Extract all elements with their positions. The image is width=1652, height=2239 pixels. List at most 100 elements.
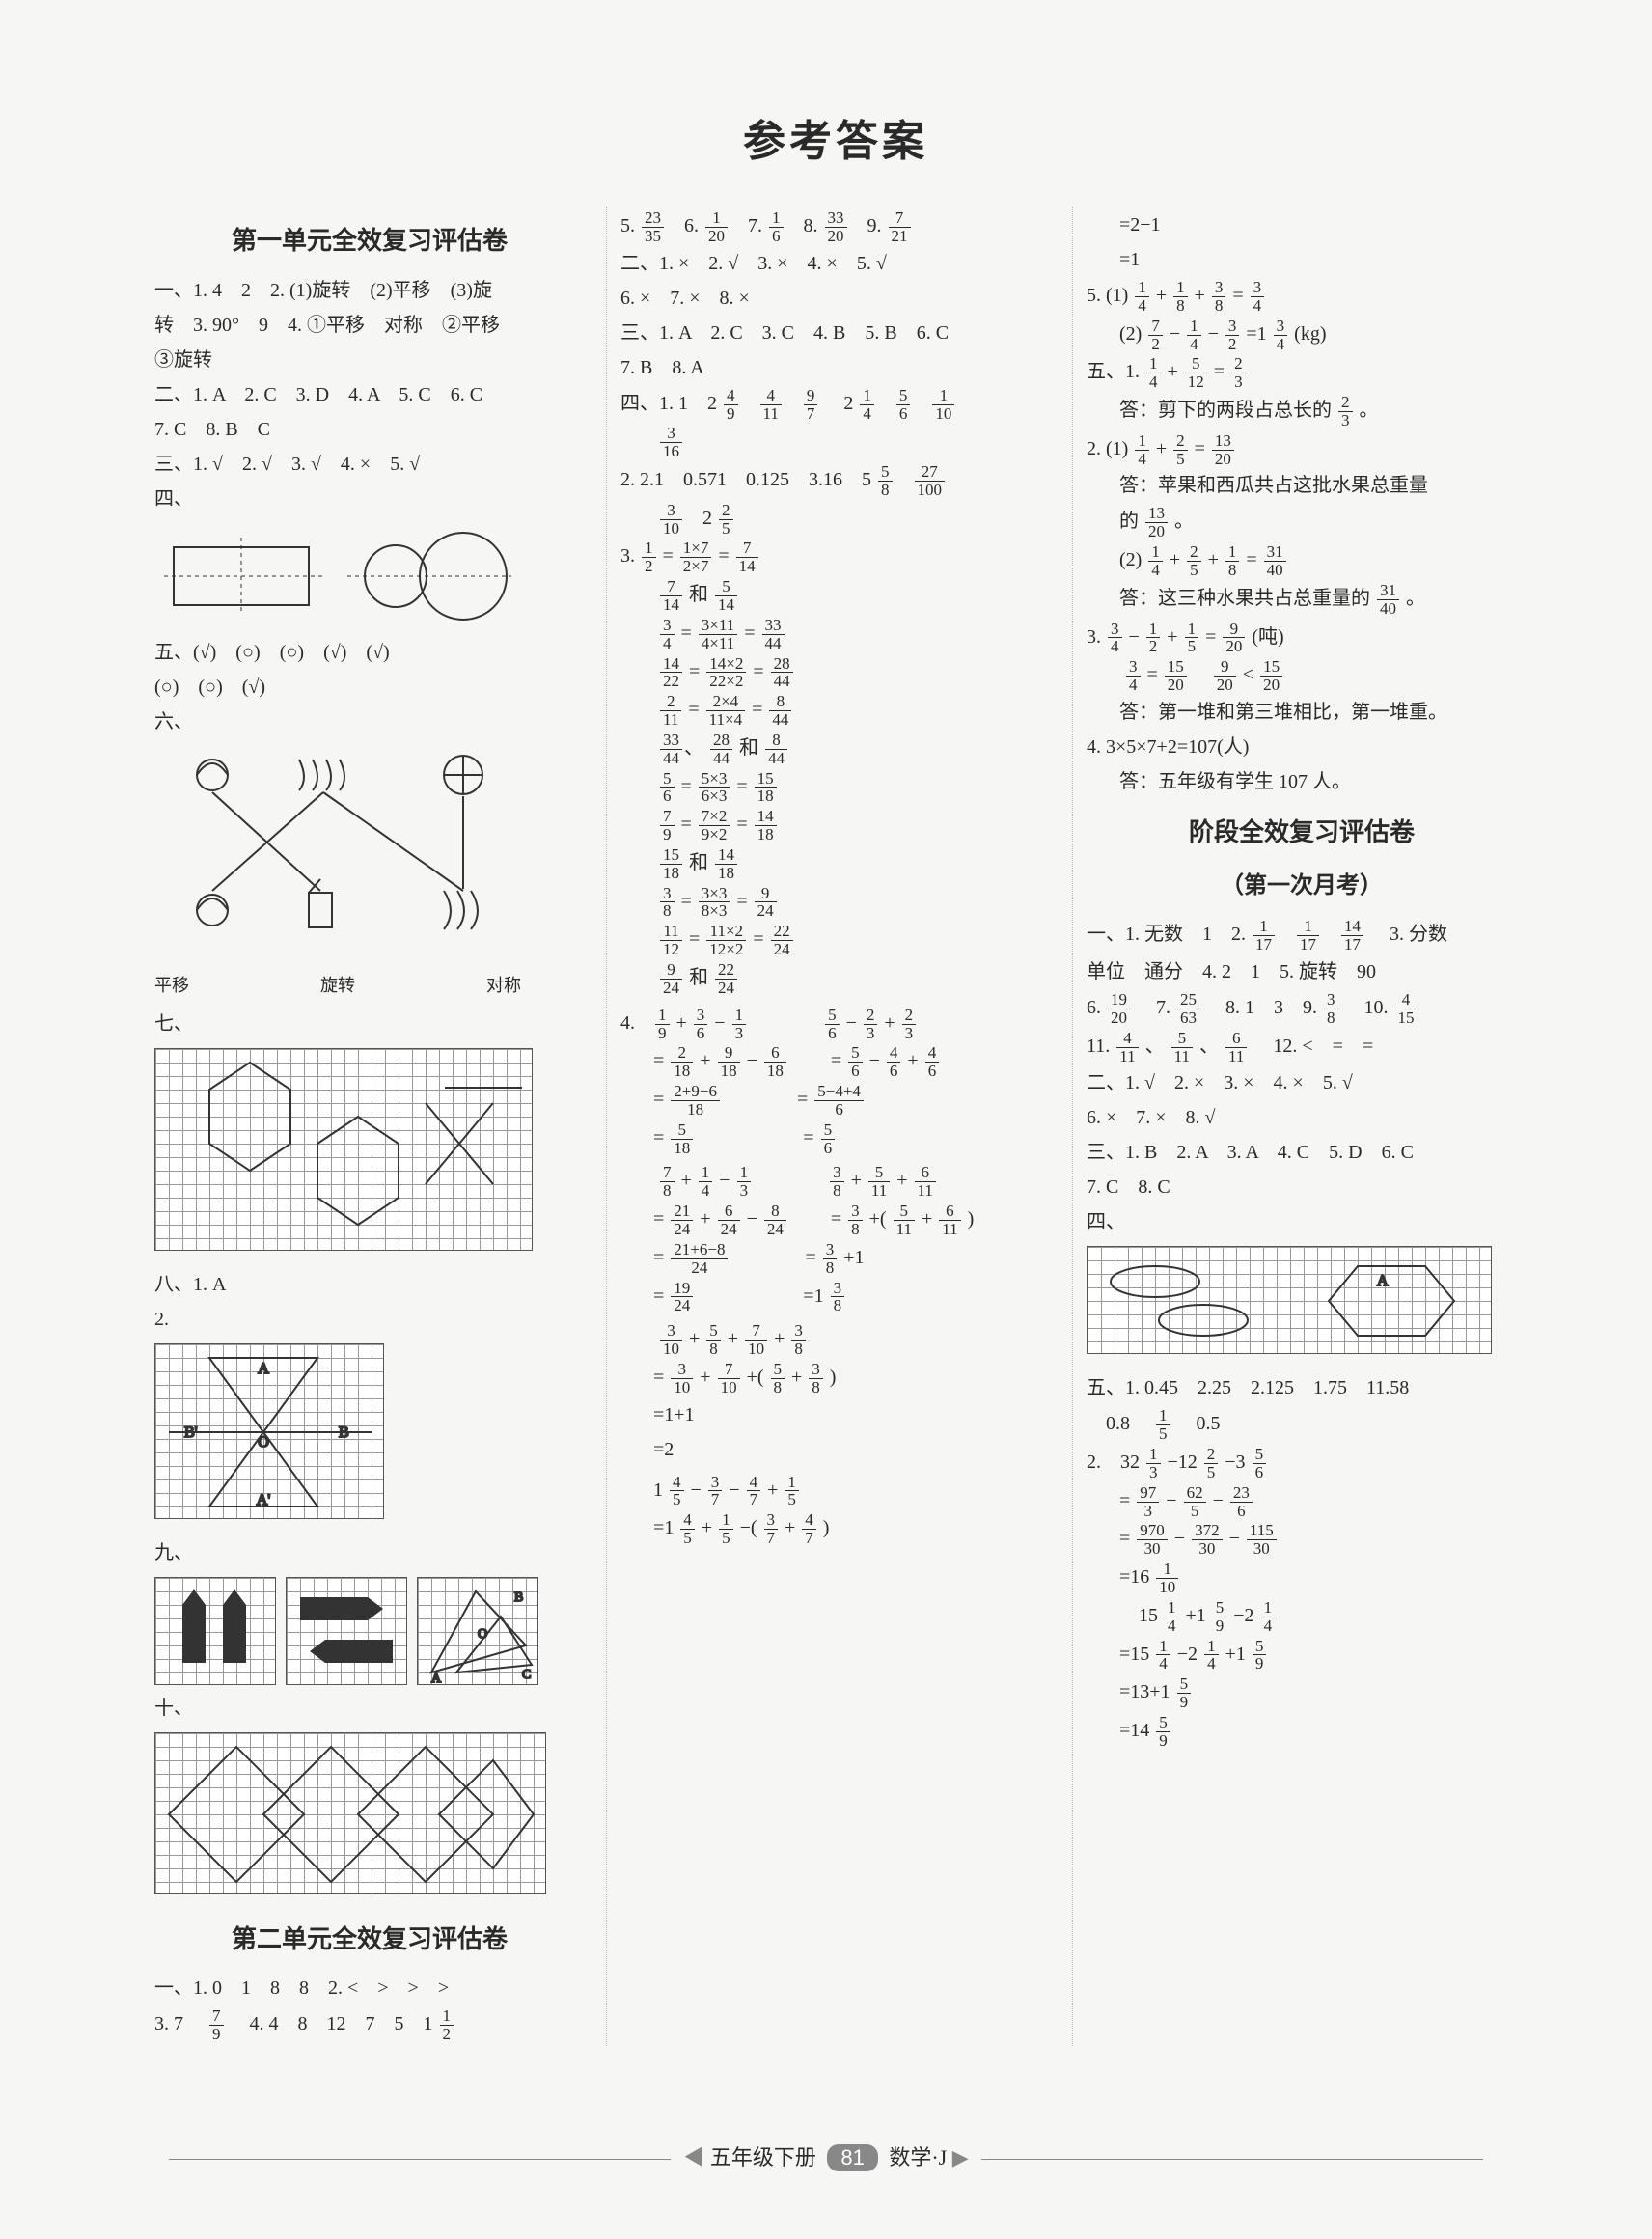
s2-l1: 一、1. 0 1 8 8 2. < > > > [154,1973,585,2004]
c2-p4k: =1+1 [620,1399,1051,1431]
c3-m15: =15 14 −2 14 +1 59 [1087,1638,1517,1673]
c2-p4: 4. 19 + 36 − 13 56 − 23 + 23 [620,1007,1051,1042]
c3-l11: 3. 34 − 12 + 15 = 920 (吨) [1087,621,1517,656]
c2-p4f: = 2124 + 624 − 824 = 38 +( 511 + 611 ) [620,1202,1051,1238]
c3-l9: (2) 14 + 25 + 18 = 3140 [1087,543,1517,579]
c3-m10: 五、1. 0.45 2.25 2.125 1.75 11.58 [1087,1372,1517,1404]
c2-p4j: = 310 + 710 +( 58 + 38 ) [620,1361,1051,1396]
svg-text:O: O [258,1434,269,1451]
c1-l6: 三、1. √ 2. √ 3. √ 4. × 5. √ [154,449,585,481]
c2-l8h: 79 = 7×29×2 = 1418 [620,808,1051,843]
c1-l4: 二、1. A 2. C 3. D 4. A 5. C 6. C [154,379,585,411]
c3-l3: 5. (1) 14 + 18 + 38 = 34 [1087,279,1517,315]
c2-p4m: 1 45 − 37 − 47 + 15 [620,1474,1051,1509]
c1-l5: 7. C 8. B C [154,414,585,446]
c3-l1: =2−1 [1087,209,1517,241]
c2-p4g: = 21+6−824 = 38 +1 [620,1241,1051,1277]
c2-p4h: = 1924 =1 38 [620,1280,1051,1315]
c3-m12b: = 973 − 625 − 236 [1087,1484,1517,1520]
diagram-six: 平移 旋转 对称 [154,746,585,1001]
c2-p4n: =1 45 + 15 −( 37 + 47 ) [620,1511,1051,1547]
c1-l1: 一、1. 4 2 2. (1)旋转 (2)平移 (3)旋 [154,275,585,307]
c2-l8e: 211 = 2×411×4 = 844 [620,693,1051,729]
svg-text:B: B [514,1590,523,1605]
lbl-translate: 平移 [154,972,189,1001]
c3-l8b: 的 1320 。 [1087,505,1517,540]
c2-p4c: = 2+9−618 = 5−4+46 [620,1083,1051,1119]
c3-m17: =14 59 [1087,1714,1517,1750]
diagram-nine: BOAC [154,1577,585,1685]
c3-l13: 答：第一堆和第三堆相比，第一堆重。 [1087,697,1517,729]
svg-text:A: A [258,1361,269,1377]
s2-l2: 3. 7 79 4. 4 8 12 7 5 1 12 [154,2007,585,2043]
c3-m16: =13+1 59 [1087,1675,1517,1711]
c1-l8: 五、(√) (○) (○) (√) (√) [154,637,585,669]
c3-l10: 答：这三种水果共占总重量的 3140 。 [1087,582,1517,618]
c3-m4: 11. 411 、 511 、 611 12. < = = [1087,1030,1517,1065]
c3-m2: 单位 通分 4. 2 1 5. 旋转 90 [1087,956,1517,988]
c3-m14: 15 14 +1 59 −2 14 [1087,1599,1517,1635]
section-3-title: 阶段全效复习评估卷 [1087,812,1517,853]
c1-l9: (○) (○) (√) [154,672,585,704]
c2-p4d: = 518 = 56 [620,1121,1051,1157]
section-1-title: 第一单元全效复习评估卷 [154,220,585,262]
c2-l3: 6. × 7. × 8. × [620,283,1051,315]
c3-m3: 6. 1920 7. 2563 8. 1 3 9. 38 10. 415 [1087,991,1517,1027]
c3-m11: 0.8 15 0.5 [1087,1407,1517,1443]
c2-r1: 5. 2335 6. 120 7. 16 8. 3320 9. 721 [620,209,1051,245]
c2-l8d: 1422 = 14×222×2 = 2844 [620,655,1051,691]
section-3-sub: （第一次月考） [1087,867,1517,905]
lbl-rotate: 旋转 [320,972,355,1001]
c3-m13: =16 110 [1087,1561,1517,1596]
c1-l3: ③旋转 [154,345,585,376]
c1-l11: 七、 [154,1009,585,1040]
c2-l6: 四、1. 1 2 49 411 97 2 14 56 110 [620,387,1051,423]
c3-l5: 五、1. 14 + 512 = 23 [1087,355,1517,391]
c2-l5: 7. B 8. A [620,352,1051,384]
svg-text:A': A' [257,1492,271,1508]
c3-m7: 三、1. B 2. A 3. A 4. C 5. D 6. C [1087,1137,1517,1169]
c2-l8c: 34 = 3×114×11 = 3344 [620,617,1051,652]
footer-right: 数学·J [889,2145,947,2170]
c2-l6b: 316 [620,425,1051,460]
c3-l6: 答：剪下的两段占总长的 23 。 [1087,394,1517,429]
column-2: 5. 2335 6. 120 7. 16 8. 3320 9. 721 二、1.… [606,207,1051,2046]
c3-l2: =1 [1087,244,1517,276]
c3-m12: 2. 32 13 −12 25 −3 56 [1087,1446,1517,1481]
c2-l8i: 1518 和 1418 [620,846,1051,882]
c3-l15: 答：五年级有学生 107 人。 [1087,766,1517,798]
c3-l14: 4. 3×5×7+2=107(人) [1087,732,1517,763]
c3-l12: 34 = 1520 920 < 1520 [1087,658,1517,694]
c1-l7: 四、 [154,484,585,515]
c1-l14: 九、 [154,1537,585,1569]
c3-m1: 一、1. 无数 1 2. 117 117 1417 3. 分数 [1087,918,1517,954]
c1-l10: 六、 [154,706,585,738]
c2-l8b: 714 和 514 [620,578,1051,614]
page-title: 参考答案 [154,106,1517,168]
column-3: =2−1 =1 5. (1) 14 + 18 + 38 = 34 (2) 72 … [1072,207,1517,2046]
diagram-seven [154,1048,585,1261]
c3-m12c: = 97030 − 37230 − 11530 [1087,1522,1517,1558]
c2-l8f: 3344、 2844 和 844 [620,732,1051,767]
c3-m5: 二、1. √ 2. × 3. × 4. × 5. √ [1087,1067,1517,1099]
c1-l15: 十、 [154,1693,585,1725]
c2-l8k: 1112 = 11×212×2 = 2224 [620,923,1051,958]
c2-l8j: 38 = 3×38×3 = 924 [620,885,1051,921]
footer-left: 五年级下册 [710,2145,816,2170]
c2-l8g: 56 = 5×36×3 = 1518 [620,770,1051,806]
c3-l8: 答：苹果和西瓜共占这批水果总重量 [1087,470,1517,502]
svg-text:B': B' [184,1424,198,1441]
diagram-m4: A [1087,1246,1517,1365]
page-footer: ◀ 五年级下册 81 数学·J ▶ [0,2141,1652,2171]
c1-l2: 转 3. 90° 9 4. ①平移 对称 ②平移 [154,310,585,342]
c3-m8: 7. C 8. C [1087,1172,1517,1203]
c2-l8a: 3. 12 = 1×72×7 = 714 [620,539,1051,575]
diagram-eight: A B' O B A' [154,1343,585,1530]
c2-l7b: 310 2 25 [620,502,1051,538]
c2-l7: 2. 2.1 0.571 0.125 3.16 5 58 27100 [620,463,1051,499]
c3-l4: (2) 72 − 14 − 32 =1 34 (kg) [1087,318,1517,353]
c3-m6: 6. × 7. × 8. √ [1087,1102,1517,1134]
svg-text:C: C [522,1668,531,1682]
diagram-ten [154,1732,585,1905]
column-1: 第一单元全效复习评估卷 一、1. 4 2 2. (1)旋转 (2)平移 (3)旋… [154,207,585,2046]
